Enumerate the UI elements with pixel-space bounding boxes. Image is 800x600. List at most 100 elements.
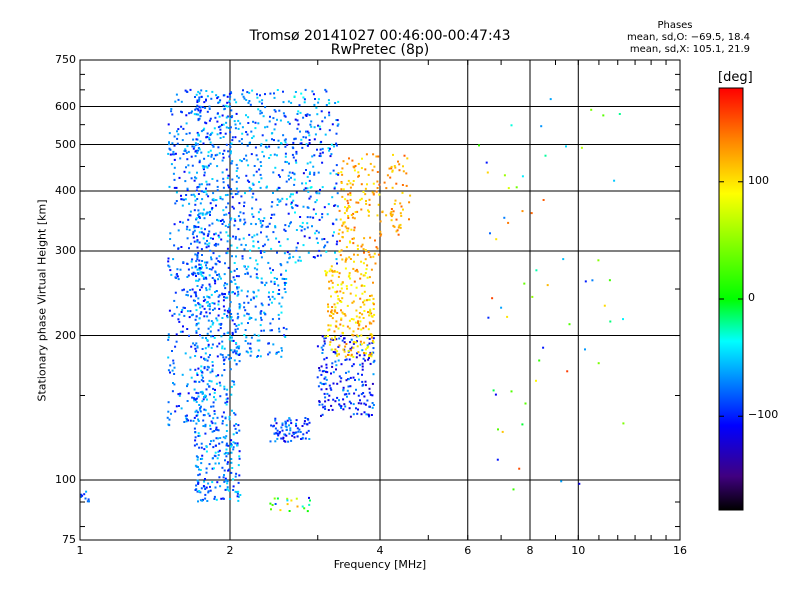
scatter-point — [218, 115, 221, 118]
scatter-point — [256, 158, 259, 161]
scatter-point — [304, 417, 307, 419]
scatter-point — [336, 354, 339, 357]
scatter-point — [372, 351, 375, 354]
scatter-point — [363, 352, 365, 354]
scatter-point — [314, 98, 316, 100]
scatter-point — [236, 312, 239, 315]
scatter-point — [332, 351, 335, 353]
scatter-point — [196, 240, 199, 243]
scatter-point — [396, 229, 399, 232]
scatter-point — [301, 425, 304, 427]
scatter-point — [204, 347, 207, 350]
scatter-point — [359, 340, 362, 343]
scatter-point — [271, 318, 274, 321]
scatter-point — [188, 132, 191, 135]
scatter-point — [325, 274, 328, 277]
scatter-point — [301, 437, 304, 440]
scatter-point — [618, 113, 621, 115]
scatter-point — [346, 325, 349, 328]
scatter-point — [196, 186, 199, 188]
scatter-point — [347, 217, 350, 219]
scatter-point — [206, 132, 209, 135]
scatter-point — [284, 141, 287, 144]
scatter-point — [333, 309, 336, 312]
scatter-point — [352, 355, 355, 358]
scatter-point — [303, 235, 306, 238]
scatter-point — [379, 234, 382, 237]
scatter-point — [338, 228, 341, 231]
scatter-point — [196, 171, 198, 174]
scatter-point — [207, 154, 210, 157]
scatter-point — [196, 479, 199, 482]
scatter-point — [408, 218, 410, 221]
scatter-point — [211, 422, 214, 425]
scatter-point — [217, 278, 220, 281]
scatter-point — [172, 382, 174, 384]
scatter-point — [194, 176, 196, 179]
scatter-point — [349, 376, 352, 379]
scatter-point — [273, 283, 276, 285]
scatter-point — [171, 390, 174, 393]
scatter-point — [344, 359, 347, 361]
scatter-point — [364, 380, 367, 383]
scatter-point — [175, 340, 178, 343]
scatter-point — [257, 218, 260, 220]
scatter-point — [273, 213, 276, 216]
scatter-point — [367, 311, 369, 314]
scatter-point — [201, 336, 204, 339]
scatter-point — [298, 256, 301, 259]
scatter-point — [359, 277, 362, 280]
scatter-point — [214, 116, 217, 119]
scatter-point — [194, 299, 196, 302]
scatter-point — [361, 292, 364, 295]
scatter-point — [179, 392, 182, 395]
scatter-point — [274, 226, 277, 229]
scatter-point — [212, 321, 215, 324]
scatter-point — [389, 176, 392, 179]
scatter-point — [292, 199, 295, 202]
scatter-point — [216, 416, 219, 419]
scatter-point — [180, 246, 183, 248]
scatter-point — [319, 152, 322, 155]
scatter-point — [175, 273, 178, 276]
scatter-point — [167, 264, 170, 267]
scatter-point — [348, 327, 351, 330]
scatter-point — [317, 98, 320, 101]
scatter-point — [187, 392, 190, 395]
scatter-point — [194, 143, 197, 146]
scatter-point — [216, 274, 219, 276]
scatter-point — [282, 101, 285, 104]
scatter-point — [405, 184, 408, 187]
scatter-point — [285, 278, 288, 280]
scatter-point — [295, 431, 298, 434]
scatter-point — [230, 451, 233, 454]
scatter-point — [360, 284, 363, 287]
scatter-point — [248, 180, 251, 183]
scatter-point — [211, 131, 214, 134]
scatter-point — [275, 237, 278, 240]
scatter-point — [241, 142, 243, 145]
scatter-point — [222, 476, 225, 479]
scatter-point — [194, 431, 197, 433]
scatter-point — [334, 204, 337, 207]
scatter-point — [231, 409, 233, 412]
scatter-point — [208, 393, 211, 396]
scatter-point — [294, 137, 297, 140]
scatter-point — [210, 153, 213, 156]
scatter-point — [324, 244, 327, 247]
scatter-point — [208, 119, 211, 122]
scatter-point — [279, 244, 282, 247]
colorbar-unit: [deg] — [718, 70, 753, 85]
scatter-point — [167, 410, 170, 413]
scatter-point — [217, 329, 220, 332]
scatter-point — [196, 268, 199, 271]
scatter-point — [274, 123, 277, 126]
scatter-point — [323, 342, 326, 345]
scatter-point — [290, 101, 293, 104]
scatter-point — [378, 183, 381, 186]
scatter-point — [198, 183, 201, 186]
scatter-point — [221, 317, 224, 319]
scatter-point — [187, 150, 190, 153]
scatter-point — [195, 113, 198, 116]
scatter-point — [316, 241, 319, 244]
